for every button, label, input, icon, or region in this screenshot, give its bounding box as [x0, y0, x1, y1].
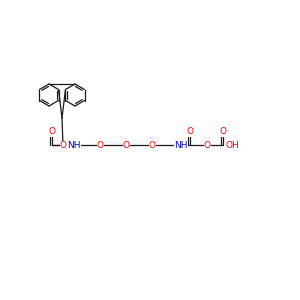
Text: O: O	[49, 128, 56, 136]
Text: O: O	[97, 140, 104, 149]
Text: O: O	[59, 140, 67, 149]
Text: O: O	[220, 128, 227, 136]
Text: O: O	[123, 140, 130, 149]
Text: O: O	[203, 140, 211, 149]
Text: NH: NH	[174, 140, 188, 149]
Text: OH: OH	[225, 140, 239, 149]
Text: O: O	[187, 128, 194, 136]
Text: O: O	[149, 140, 156, 149]
Text: NH: NH	[67, 140, 81, 149]
